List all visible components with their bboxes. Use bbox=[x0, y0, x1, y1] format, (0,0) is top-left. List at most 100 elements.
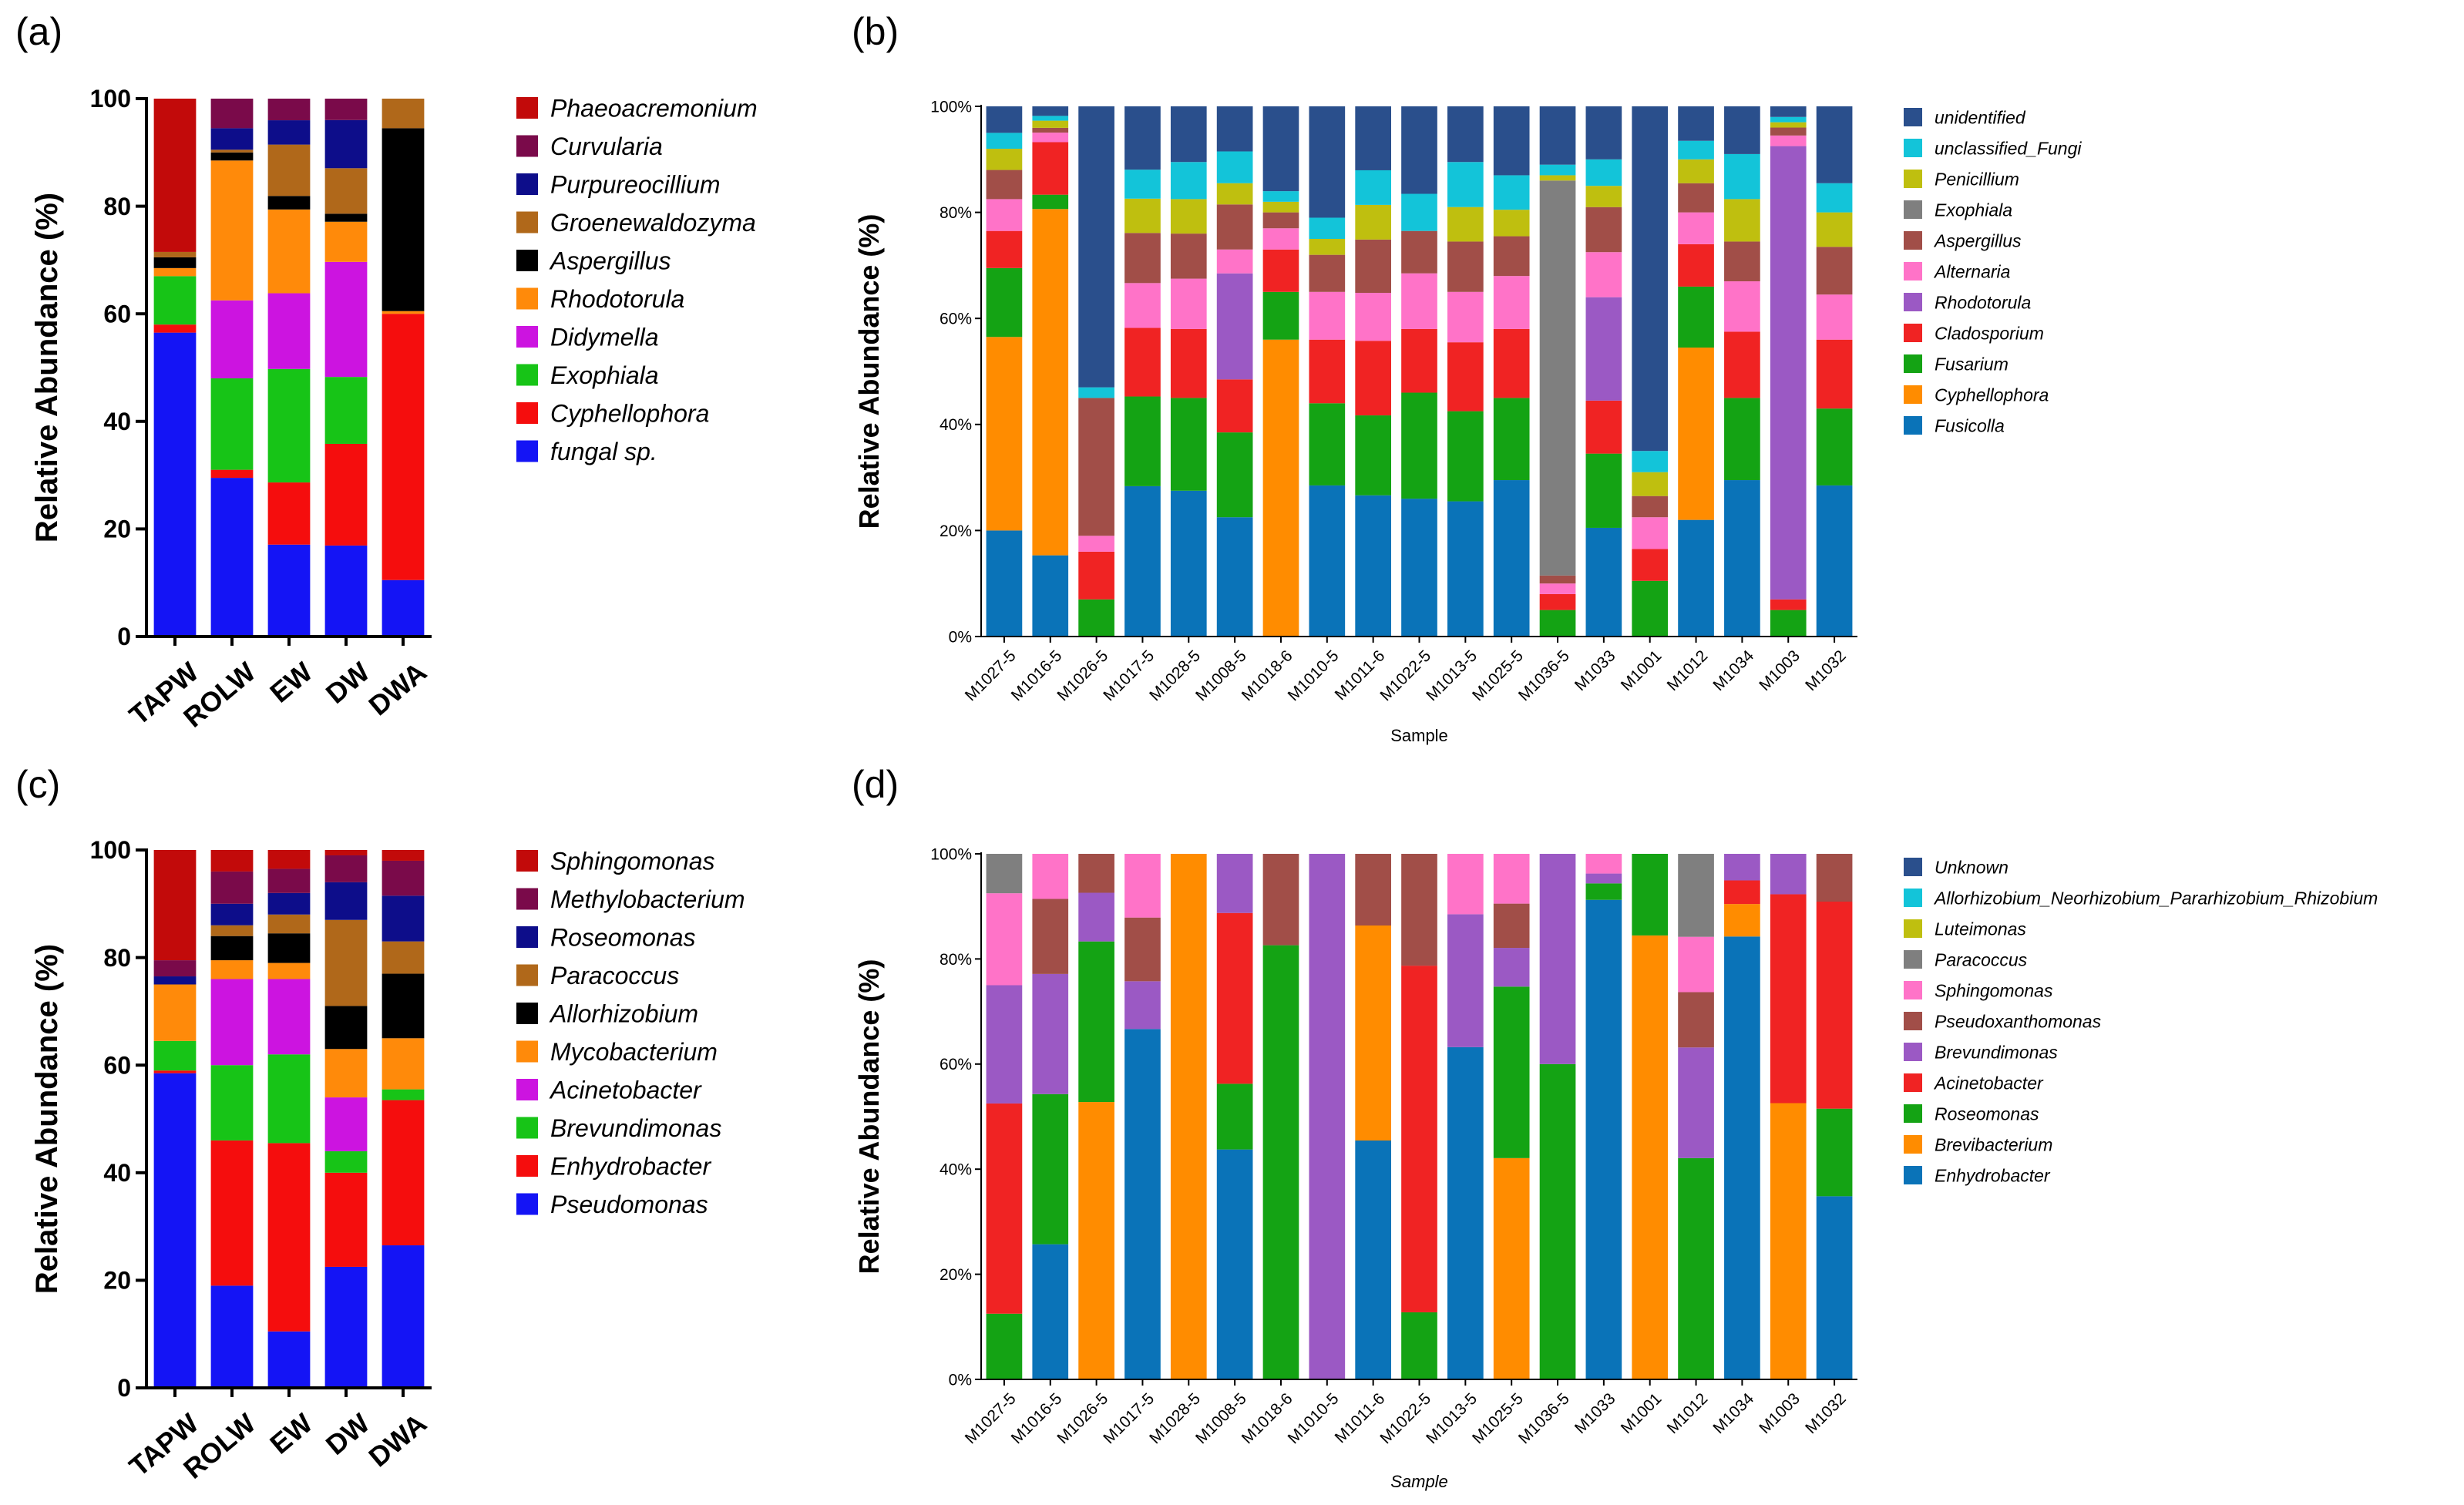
bar-segment bbox=[1539, 593, 1576, 610]
legend-label: Rhodotorula bbox=[1935, 292, 2031, 312]
legend-label: Cyphellophora bbox=[1935, 385, 2049, 405]
bar-segment bbox=[1678, 992, 1714, 1048]
legend-swatch bbox=[1904, 324, 1922, 342]
bar-segment bbox=[1032, 973, 1069, 1094]
bar-segment bbox=[382, 850, 425, 861]
legend-swatch bbox=[1904, 354, 1922, 373]
legend-label: Acinetobacter bbox=[549, 1077, 702, 1104]
bar-segment bbox=[1678, 183, 1714, 213]
bar-segment bbox=[382, 314, 425, 580]
bar-segment bbox=[1170, 162, 1207, 200]
legend-label: Pseudomonas bbox=[550, 1191, 708, 1218]
legend-label: unidentified bbox=[1935, 107, 2026, 127]
bar-segment bbox=[267, 482, 311, 545]
bar-segment bbox=[986, 230, 1023, 268]
bar-segment bbox=[382, 941, 425, 974]
legend-label: Fusarium bbox=[1935, 354, 2009, 374]
legend-label: Paracoccus bbox=[1935, 949, 2028, 969]
bar-segment bbox=[153, 267, 197, 277]
bar-segment bbox=[1770, 106, 1807, 117]
bar-segment bbox=[267, 99, 311, 121]
bar-segment bbox=[1262, 191, 1299, 202]
y-tick-label: 40% bbox=[940, 1161, 972, 1179]
bar-segment bbox=[153, 332, 197, 637]
x-tick-label: M1036-5 bbox=[1515, 1389, 1573, 1447]
y-tick-label: 60 bbox=[103, 1051, 131, 1079]
bar-segment bbox=[1539, 106, 1576, 165]
legend-swatch bbox=[516, 250, 538, 271]
bar-segment bbox=[1724, 904, 1760, 937]
bar-segment bbox=[324, 855, 368, 882]
bar-segment bbox=[1216, 1083, 1253, 1150]
bar-segment bbox=[1078, 941, 1114, 1103]
bar-segment bbox=[210, 850, 254, 872]
legend-label: Allorhizobium_Neorhizobium_Pararhizobium… bbox=[1933, 888, 2378, 908]
bar-segment bbox=[324, 1172, 368, 1267]
bar-segment bbox=[1309, 854, 1346, 1379]
bar-segment bbox=[1493, 236, 1530, 277]
y-tick-label: 20 bbox=[103, 1267, 131, 1295]
panel-label: (d) bbox=[852, 763, 899, 806]
bar-segment bbox=[1585, 106, 1622, 160]
bar-segment bbox=[1401, 273, 1437, 329]
y-tick-label: 40 bbox=[103, 1159, 131, 1187]
y-tick-label: 20 bbox=[103, 516, 131, 543]
y-tick-label: 20% bbox=[940, 1266, 972, 1284]
x-axis-label: Sample bbox=[1390, 1472, 1448, 1491]
chart-panel-d: (d)0%20%40%60%80%100%M1027-5M1016-5M1026… bbox=[852, 763, 2378, 1491]
bar-segment bbox=[1262, 201, 1299, 213]
bar-segment bbox=[1124, 485, 1161, 637]
bar-segment bbox=[1262, 106, 1299, 192]
panel-label: (c) bbox=[15, 763, 60, 806]
bar-segment bbox=[1632, 106, 1669, 452]
bar-segment bbox=[267, 1143, 311, 1332]
bar-segment bbox=[382, 860, 425, 896]
bar-segment bbox=[1355, 239, 1391, 294]
bar-segment bbox=[1078, 387, 1114, 398]
legend-label: Luteimonas bbox=[1935, 919, 2026, 939]
bar-segment bbox=[1724, 880, 1760, 905]
legend-label: Allorhizobium bbox=[549, 1000, 698, 1028]
bar-segment bbox=[1539, 583, 1576, 594]
legend-swatch bbox=[516, 364, 538, 386]
bar-segment bbox=[986, 1103, 1023, 1314]
bar-segment bbox=[1355, 1141, 1391, 1379]
bar-segment bbox=[1216, 151, 1253, 183]
bar-segment bbox=[1216, 249, 1253, 274]
bar-segment bbox=[1447, 162, 1484, 207]
bar-segment bbox=[1216, 379, 1253, 433]
bar-segment bbox=[267, 120, 311, 145]
legend-swatch bbox=[516, 1193, 538, 1215]
bar-segment bbox=[153, 1040, 197, 1071]
bar-segment bbox=[986, 106, 1023, 133]
bar-segment bbox=[1816, 212, 1853, 247]
bar-segment bbox=[267, 933, 311, 963]
bar-segment bbox=[1632, 549, 1669, 581]
bar-segment bbox=[1632, 580, 1669, 637]
bar-segment bbox=[1262, 945, 1299, 1379]
bar-segment bbox=[210, 1285, 254, 1388]
bar-segment bbox=[1816, 1196, 1853, 1379]
bar-segment bbox=[1447, 501, 1484, 637]
legend-swatch bbox=[1904, 981, 1922, 999]
bar-segment bbox=[1216, 912, 1253, 1084]
x-tick-label: DWA bbox=[362, 1407, 432, 1473]
bar-segment bbox=[1724, 241, 1760, 282]
bar-segment bbox=[1401, 966, 1437, 1312]
legend-label: Aspergillus bbox=[1933, 230, 2022, 250]
bars bbox=[986, 854, 1853, 1380]
bar-segment bbox=[1309, 106, 1346, 218]
bar-segment bbox=[210, 149, 254, 153]
bar-segment bbox=[210, 936, 254, 961]
bar-segment bbox=[1816, 485, 1853, 637]
bar-segment bbox=[1447, 241, 1484, 292]
legend-label: Rhodotorula bbox=[550, 285, 684, 313]
legend-swatch bbox=[516, 135, 538, 157]
bar-segment bbox=[1401, 1312, 1437, 1379]
bar-segment bbox=[1309, 403, 1346, 485]
legend-swatch bbox=[1904, 919, 1922, 938]
bar-segment bbox=[1078, 854, 1114, 893]
bar-segment bbox=[210, 128, 254, 150]
legend-label: Pseudoxanthomonas bbox=[1935, 1011, 2102, 1031]
bar-segment bbox=[1493, 106, 1530, 176]
